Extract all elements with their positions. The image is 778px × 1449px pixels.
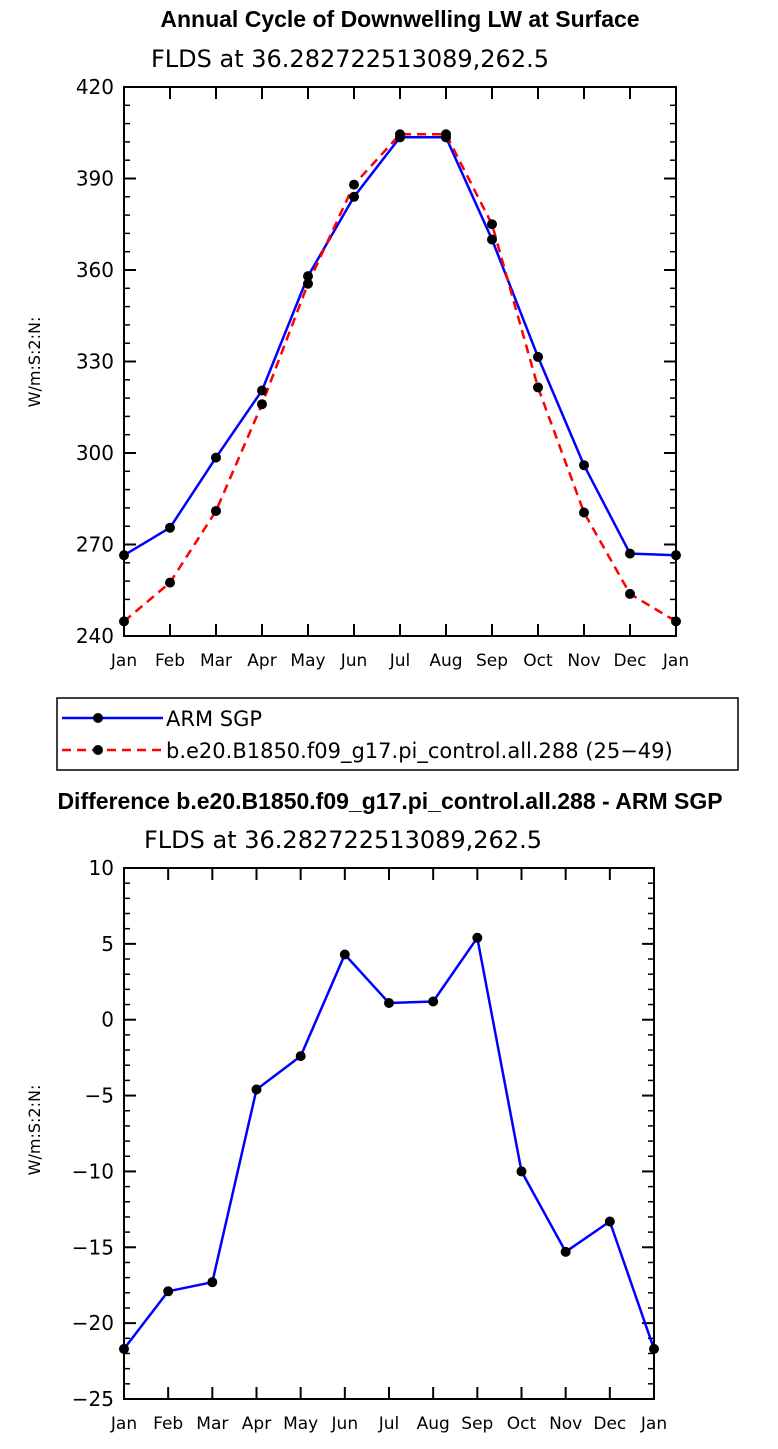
chart1-series-1-point [625, 548, 635, 559]
chart1-series-1-point [303, 271, 313, 282]
chart1-series-2-point [395, 129, 405, 140]
chart2-xtick-label: Sep [461, 1414, 493, 1434]
chart1-series-2-point [211, 505, 221, 516]
chart2-series-1-point [295, 1051, 306, 1062]
chart2-series-1-point [516, 1166, 527, 1177]
chart1-xtick-label: Jul [389, 651, 411, 671]
chart2-ytick-label: 10 [89, 856, 114, 880]
chart1-series-2-point [625, 588, 635, 599]
chart1-series-2-point [671, 616, 681, 627]
chart1-xtick-label: Mar [200, 651, 232, 671]
chart2-frame [123, 867, 655, 1400]
chart2-ytick-label: −20 [72, 1311, 114, 1335]
chart1-xtick-label: Oct [523, 651, 553, 671]
chart1-ylabel: W/m:S:2:N: [25, 317, 44, 408]
chart2-xtick-label: Dec [593, 1414, 626, 1434]
chart2-xtick-label: May [283, 1414, 318, 1434]
chart1-series-1-point [119, 550, 129, 561]
chart2-series-1-point [251, 1084, 262, 1095]
chart2-xtick-label: Nov [549, 1414, 582, 1434]
chart1-xtick-label: Jan [662, 651, 689, 671]
chart1-series-2-point [349, 179, 359, 190]
legend-box [56, 697, 739, 771]
chart1-xtick-label: Feb [155, 651, 185, 671]
chart2-ytick-label: 0 [101, 1008, 114, 1032]
chart2-xtick-label: Jul [378, 1414, 400, 1434]
chart1-ytick-label: 360 [76, 258, 114, 282]
chart2-xtick-label: Jan [640, 1414, 667, 1434]
chart2-series-1-point [560, 1246, 571, 1257]
chart1-series-2-point [533, 382, 543, 393]
chart2-ytick-label: −15 [72, 1235, 114, 1259]
chart2-series-1-point [339, 949, 350, 960]
chart1-series-1-point [165, 522, 175, 533]
chart1-xtick-label: Sep [476, 651, 508, 671]
chart1-series-2-point [441, 129, 451, 140]
chart1-series-2-line [123, 133, 677, 623]
chart2-xtick-label: Jan [110, 1414, 137, 1434]
chart2-ytick-label: 5 [101, 932, 114, 956]
chart1-plot-area: 240 270 300 330 360 390 420 Jan Feb Mar Apr May Jun J… [76, 75, 689, 671]
chart1-xtick-label: Jun [340, 651, 368, 671]
chart1-series-1-point [257, 385, 267, 396]
chart1-series-1-point [211, 452, 221, 463]
chart1-series-2-point [257, 399, 267, 410]
chart2-title: Difference b.e20.B1850.f09_g17.pi_contro… [57, 788, 722, 814]
chart2-series-1-point [119, 1343, 129, 1354]
legend-marker-series1 [93, 713, 103, 723]
chart1-series-1-point [349, 191, 359, 202]
chart2-series-1-point [384, 998, 394, 1009]
chart2-ytick-label: −25 [72, 1387, 114, 1411]
legend-label-series1: ARM SGP [166, 707, 262, 731]
chart2-ytick-label: −10 [72, 1159, 114, 1183]
chart2-xtick-label: Aug [417, 1414, 450, 1434]
chart2-ylabel: W/m:S:2:N: [25, 1085, 44, 1176]
chart1-ytick-label: 420 [76, 75, 114, 99]
legend-marker-series2 [93, 745, 103, 755]
chart1-ytick-label: 270 [76, 533, 114, 557]
chart2-series-1-point [649, 1343, 659, 1354]
chart1-subtitle: FLDS at 36.282722513089,262.5 [151, 45, 549, 73]
chart1-ytick-label: 300 [76, 441, 114, 465]
chart1-xtick-label: Nov [567, 651, 600, 671]
chart1-series-1-point [671, 550, 681, 561]
chart1-xtick-label: Aug [429, 651, 462, 671]
chart2-plot-area: −25 −20 −15 −10 −5 0 5 10 Jan Feb Mar Apr May Jun Jul A… [72, 856, 667, 1434]
chart1-series-2-point [119, 616, 129, 627]
chart1-legend: ARM SGP b.e20.B1850.f09_g17.pi_control.a… [56, 697, 739, 771]
chart1-ytick-label: 390 [76, 167, 114, 191]
chart1-series-1-point [487, 234, 497, 245]
chart1-series-2-point [303, 278, 313, 289]
chart1-series-2-point [579, 507, 589, 518]
chart2-xtick-label: Mar [196, 1414, 228, 1434]
chart2-ytick-label: −5 [85, 1084, 114, 1108]
chart1-frame [123, 86, 677, 637]
chart1-series-1-point [579, 460, 589, 471]
chart2-series-1-point [472, 932, 483, 943]
chart1-series-2-point [165, 577, 175, 588]
chart2-series-1-point [428, 996, 439, 1007]
chart1-xtick-label: May [290, 651, 325, 671]
chart2-xtick-label: Jun [331, 1414, 359, 1434]
chart1-title: Annual Cycle of Downwelling LW at Surfac… [160, 6, 639, 32]
chart2-series-1-point [163, 1286, 174, 1297]
chart1-series-1-point [533, 351, 543, 362]
chart1-series-2-point [487, 219, 497, 230]
chart1-ytick-label: 240 [76, 624, 114, 648]
chart2-series-1-point [207, 1277, 218, 1288]
chart2-xtick-label: Oct [507, 1414, 537, 1434]
legend-label-series2: b.e20.B1850.f09_g17.pi_control.all.288 (… [166, 739, 673, 764]
chart1-xtick-label: Jan [110, 651, 137, 671]
chart2-subtitle: FLDS at 36.282722513089,262.5 [144, 826, 542, 854]
chart1-ytick-label: 330 [76, 350, 114, 374]
chart2-series-1-point [604, 1216, 615, 1227]
chart1-xtick-label: Dec [614, 651, 647, 671]
chart1-series-1-line [123, 136, 677, 557]
chart2-xtick-label: Apr [242, 1414, 271, 1434]
chart2-xtick-label: Feb [153, 1414, 183, 1434]
chart1-xtick-label: Apr [247, 651, 276, 671]
